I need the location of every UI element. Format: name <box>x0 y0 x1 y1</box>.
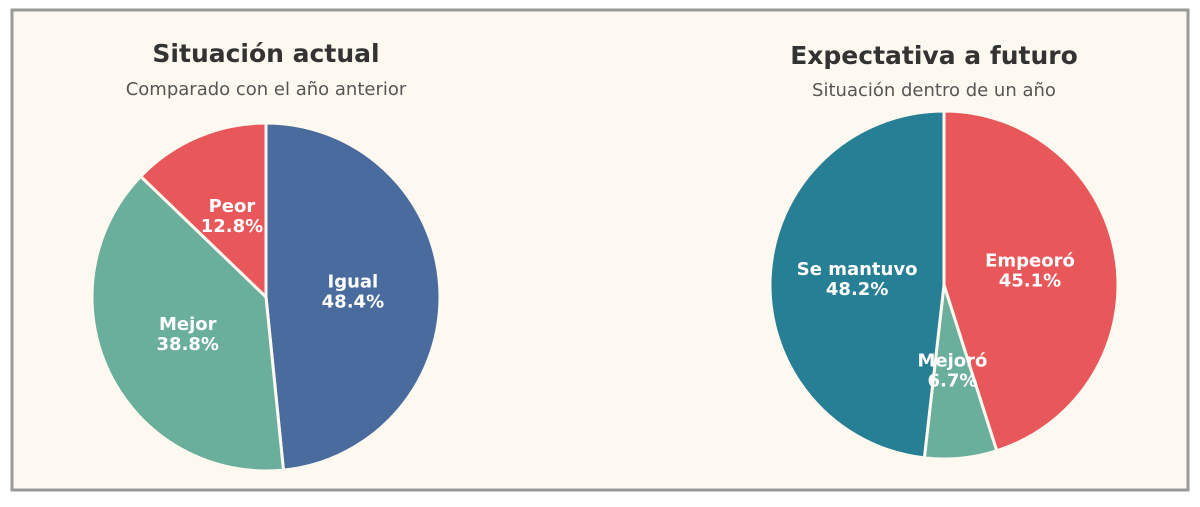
chart-title: Expectativa a futuro <box>790 41 1078 70</box>
slice-value: 6.7% <box>927 371 977 392</box>
pie-slice <box>90 174 286 473</box>
chart-title: Situación actual <box>152 39 379 68</box>
slice-value: 12.8% <box>201 216 263 237</box>
pie-slice <box>942 109 1120 453</box>
slice-label: Mejoró <box>918 351 988 372</box>
slice-label: Igual <box>328 272 379 293</box>
pie-slice <box>264 121 442 472</box>
slice-value: 48.2% <box>826 279 888 300</box>
chart-subtitle: Situación dentro de un año <box>812 80 1056 101</box>
slice-label: Peor <box>209 196 256 217</box>
slice-label: Se mantuvo <box>797 259 918 280</box>
slice-label: Empeoró <box>985 251 1075 272</box>
pie-slice <box>768 109 946 460</box>
slice-value: 45.1% <box>999 271 1061 292</box>
slice-label: Mejor <box>159 314 217 335</box>
pie-slice <box>138 121 268 301</box>
chart-subtitle: Comparado con el año anterior <box>126 79 407 100</box>
slice-value: 48.4% <box>322 292 384 313</box>
slice-value: 38.8% <box>157 334 219 355</box>
